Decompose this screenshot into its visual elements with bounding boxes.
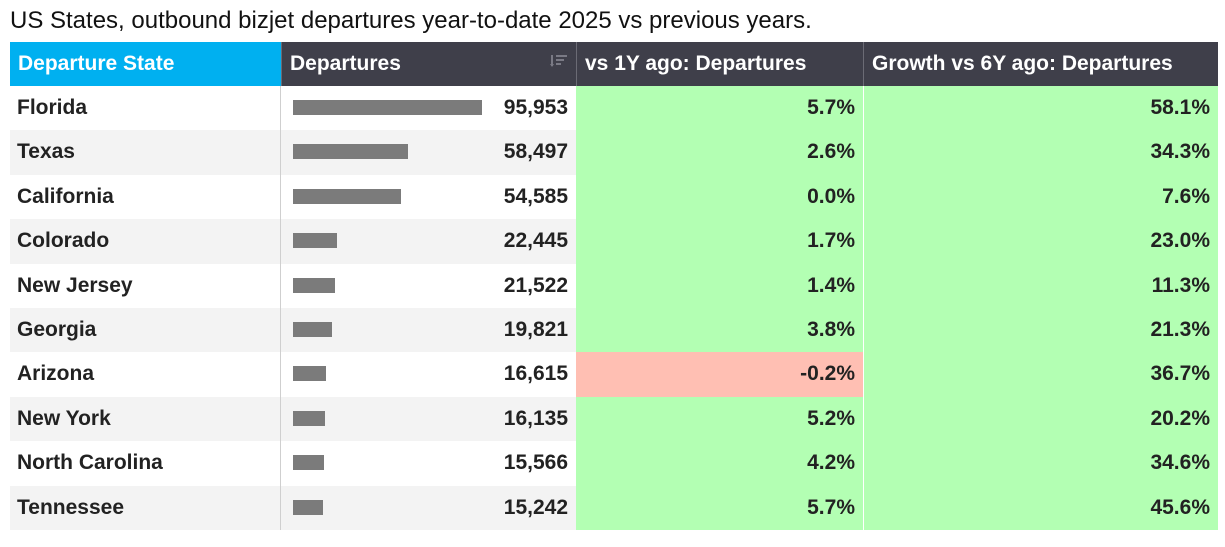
table-row[interactable]: California 54,585 0.0% 7.6% <box>10 174 1218 220</box>
table-row[interactable]: Tennessee 15,242 5.7% 45.6% <box>10 485 1218 530</box>
departures-cell: 16,135 <box>281 396 576 442</box>
table-row[interactable]: Florida 95,953 5.7% 58.1% <box>10 86 1218 131</box>
header-growth-vs-6y-ago[interactable]: Growth vs 6Y ago: Departures <box>863 42 1218 86</box>
departures-cell: 22,445 <box>281 219 576 264</box>
departures-cell: 58,497 <box>281 130 576 175</box>
state-cell: Tennessee <box>10 485 281 530</box>
state-cell: Florida <box>10 86 281 131</box>
departures-value: 58,497 <box>503 140 568 164</box>
departures-value: 16,135 <box>503 406 568 430</box>
departures-bar <box>293 499 324 515</box>
table-row[interactable]: New Jersey 21,522 1.4% 11.3% <box>10 263 1218 308</box>
departures-value: 19,821 <box>503 317 568 341</box>
vs-1y-cell: 2.6% <box>576 130 863 175</box>
departures-cell: 15,566 <box>281 441 576 486</box>
state-cell: Georgia <box>10 307 281 353</box>
state-cell: New York <box>10 396 281 442</box>
sort-descending-icon[interactable] <box>550 52 568 70</box>
departures-bar <box>293 188 401 204</box>
departures-cell: 54,585 <box>281 174 576 220</box>
departures-bar <box>293 321 333 337</box>
departures-bar <box>293 100 482 115</box>
table-row[interactable]: North Carolina 15,566 4.2% 34.6% <box>10 441 1218 486</box>
table-row[interactable]: Georgia 19,821 3.8% 21.3% <box>10 307 1218 353</box>
table-row[interactable]: New York 16,135 5.2% 20.2% <box>10 396 1218 442</box>
table-header: Departure State Departures vs 1Y ago: De… <box>10 42 1218 86</box>
departures-value: 16,615 <box>503 362 568 386</box>
state-cell: North Carolina <box>10 441 281 486</box>
header-vs-1y-ago[interactable]: vs 1Y ago: Departures <box>576 42 863 86</box>
vs-1y-cell: 5.7% <box>576 86 863 131</box>
departures-cell: 95,953 <box>281 86 576 131</box>
departures-table: Departure State Departures vs 1Y ago: De… <box>10 42 1218 530</box>
vs-6y-cell: 21.3% <box>863 307 1218 353</box>
departures-cell: 21,522 <box>281 263 576 308</box>
departures-bar <box>293 144 409 160</box>
state-cell: New Jersey <box>10 263 281 308</box>
departures-bar <box>293 410 325 426</box>
vs-1y-cell: 1.4% <box>576 263 863 308</box>
header-departures-label: Departures <box>290 52 401 75</box>
header-departure-state[interactable]: Departure State <box>10 42 281 86</box>
vs-1y-cell: 5.2% <box>576 396 863 442</box>
table-body: Florida 95,953 5.7% 58.1% Texas 58,497 2.6% 34.… <box>10 86 1218 530</box>
departures-bar <box>293 233 338 249</box>
table-row[interactable]: Texas 58,497 2.6% 34.3% <box>10 130 1218 175</box>
departures-bar <box>293 455 324 471</box>
departures-bar <box>293 277 336 293</box>
state-cell: California <box>10 174 281 220</box>
vs-1y-cell: 1.7% <box>576 219 863 264</box>
departures-cell: 16,615 <box>281 352 576 397</box>
header-departures[interactable]: Departures <box>281 42 576 86</box>
departures-cell: 19,821 <box>281 307 576 353</box>
vs-6y-cell: 36.7% <box>863 352 1218 397</box>
table-row[interactable]: Colorado 22,445 1.7% 23.0% <box>10 219 1218 264</box>
departures-value: 15,242 <box>503 495 568 519</box>
departures-value: 15,566 <box>503 451 568 475</box>
vs-6y-cell: 34.3% <box>863 130 1218 175</box>
state-cell: Texas <box>10 130 281 175</box>
departures-value: 22,445 <box>503 229 568 253</box>
vs-1y-cell: -0.2% <box>576 352 863 397</box>
chart-title: US States, outbound bizjet departures ye… <box>10 7 812 34</box>
departures-value: 95,953 <box>503 96 568 119</box>
vs-1y-cell: 5.7% <box>576 485 863 530</box>
state-cell: Arizona <box>10 352 281 397</box>
vs-6y-cell: 45.6% <box>863 485 1218 530</box>
departures-value: 54,585 <box>503 184 568 208</box>
vs-1y-cell: 3.8% <box>576 307 863 353</box>
vs-6y-cell: 11.3% <box>863 263 1218 308</box>
vs-6y-cell: 34.6% <box>863 441 1218 486</box>
vs-6y-cell: 7.6% <box>863 174 1218 220</box>
vs-1y-cell: 4.2% <box>576 441 863 486</box>
vs-6y-cell: 20.2% <box>863 396 1218 442</box>
departures-cell: 15,242 <box>281 485 576 530</box>
vs-6y-cell: 23.0% <box>863 219 1218 264</box>
vs-6y-cell: 58.1% <box>863 86 1218 131</box>
vs-1y-cell: 0.0% <box>576 174 863 220</box>
state-cell: Colorado <box>10 219 281 264</box>
departures-bar <box>293 366 326 382</box>
table-row[interactable]: Arizona 16,615 -0.2% 36.7% <box>10 352 1218 397</box>
departures-value: 21,522 <box>503 273 568 297</box>
